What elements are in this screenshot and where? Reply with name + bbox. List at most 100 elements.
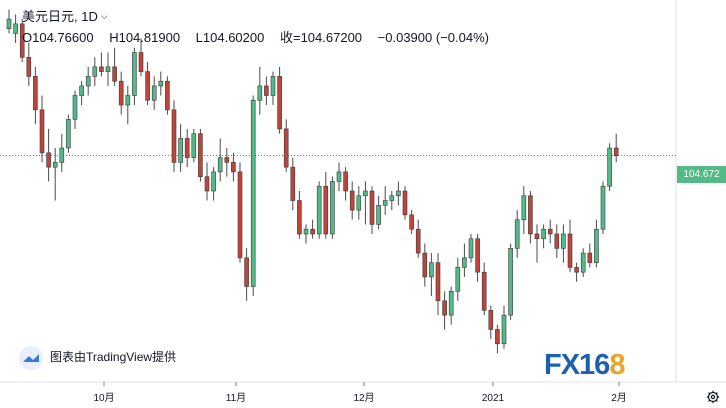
candle-down <box>224 157 230 163</box>
candle-up <box>561 233 566 249</box>
candle-up <box>178 138 183 163</box>
open-value: O104.76600 <box>22 30 94 45</box>
candle-up <box>429 262 434 278</box>
candle-down <box>138 52 144 72</box>
candle-down <box>495 329 500 345</box>
candle-down <box>184 138 190 158</box>
candle-down <box>46 152 51 168</box>
candle-up <box>66 119 71 149</box>
time-axis-label: 2021 <box>482 393 505 404</box>
chevron-down-icon[interactable]: ⌵ <box>100 11 108 21</box>
candle-up <box>580 252 586 273</box>
candle-down <box>343 171 348 192</box>
candle-up <box>396 190 401 197</box>
candle-down <box>488 310 494 330</box>
symbol-title[interactable]: 美元日元, 1D ⌵ <box>22 6 120 25</box>
tradingview-attribution[interactable]: 图表由TradingView提供 <box>18 345 176 371</box>
candle-down <box>283 128 289 168</box>
time-axis-label: 12月 <box>353 392 374 404</box>
attribution-text: 图表由TradingView提供 <box>50 350 177 365</box>
settings-gear-icon[interactable] <box>706 390 720 404</box>
candle-down <box>402 190 408 216</box>
candle-down <box>574 267 579 273</box>
candle-up <box>508 248 513 316</box>
candle-down <box>264 85 269 96</box>
candle-up <box>389 195 395 201</box>
candle-down <box>145 71 150 101</box>
candle-down <box>323 185 329 235</box>
candle-down <box>33 76 38 111</box>
candle-up <box>455 267 461 292</box>
candle-up <box>382 200 388 206</box>
candle-down <box>415 228 421 254</box>
candle-up <box>191 133 197 158</box>
close-value: 收=104.67200 <box>279 30 363 45</box>
candle-up <box>330 181 335 235</box>
time-axis-label: 10月 <box>93 392 114 404</box>
candle-up <box>52 162 58 168</box>
candle-up <box>270 76 276 96</box>
symbol-label[interactable]: 美元日元, 1D <box>22 9 98 24</box>
candle-up <box>125 95 131 106</box>
candle-up <box>468 238 474 259</box>
candle-up <box>363 190 368 197</box>
candle-up <box>521 195 527 220</box>
candle-up <box>607 147 612 187</box>
candle-up <box>541 228 546 240</box>
candle-down <box>277 76 282 130</box>
time-axis-label: 11月 <box>226 392 246 404</box>
candle-down <box>554 233 560 249</box>
candle-down <box>198 133 203 177</box>
candle-down <box>528 195 533 235</box>
candle-down <box>422 252 428 278</box>
candle-down <box>310 228 315 235</box>
candle-up <box>92 66 98 77</box>
candle-down <box>204 176 210 192</box>
candle-up <box>336 171 342 182</box>
candle-up <box>13 23 18 34</box>
candle-up <box>217 157 223 173</box>
time-axis-label: 2月 <box>611 392 627 404</box>
candle-down <box>118 80 124 106</box>
time-axis: 10月 11月 12月 2021 2月 <box>93 382 627 404</box>
candle-up <box>132 52 137 96</box>
candle-up <box>6 18 12 29</box>
candle-up <box>594 228 599 263</box>
candle-down <box>231 162 236 173</box>
candle-up <box>158 80 164 87</box>
candle-down <box>481 271 487 311</box>
candle-up <box>448 290 454 316</box>
tradingview-logo-icon <box>19 346 43 370</box>
candle-down <box>26 56 32 77</box>
candle-down <box>349 190 355 211</box>
candle-up <box>376 205 381 225</box>
candle-down <box>369 190 375 225</box>
candle-down <box>290 166 296 201</box>
candle-down <box>244 257 249 287</box>
candle-down <box>442 300 447 316</box>
candle-down <box>409 214 414 230</box>
candle-down <box>39 109 45 154</box>
candle-down <box>171 109 177 163</box>
low-value: L104.60200 <box>195 30 265 45</box>
candle-up <box>250 99 256 287</box>
candle-up <box>72 95 78 120</box>
candle-down <box>435 262 441 302</box>
ohlc-legend: O104.76600 H104.81900 L104.60200 收=104.6… <box>22 27 501 46</box>
candle-up <box>257 85 263 101</box>
candle-down <box>99 66 104 72</box>
last-price-badge: 104.672 <box>677 166 726 183</box>
candle-up <box>600 185 606 230</box>
candle-up <box>85 76 91 87</box>
candle-down <box>547 228 553 235</box>
candle-down <box>165 80 170 111</box>
candle-down <box>237 171 243 259</box>
candle-up <box>105 66 111 72</box>
candle-up <box>462 257 467 268</box>
candles-group <box>6 9 619 354</box>
change-value: −0.03900 (−0.04%) <box>377 30 489 45</box>
candle-up <box>79 85 84 96</box>
candle-up <box>316 185 322 235</box>
candle-up <box>303 228 309 235</box>
